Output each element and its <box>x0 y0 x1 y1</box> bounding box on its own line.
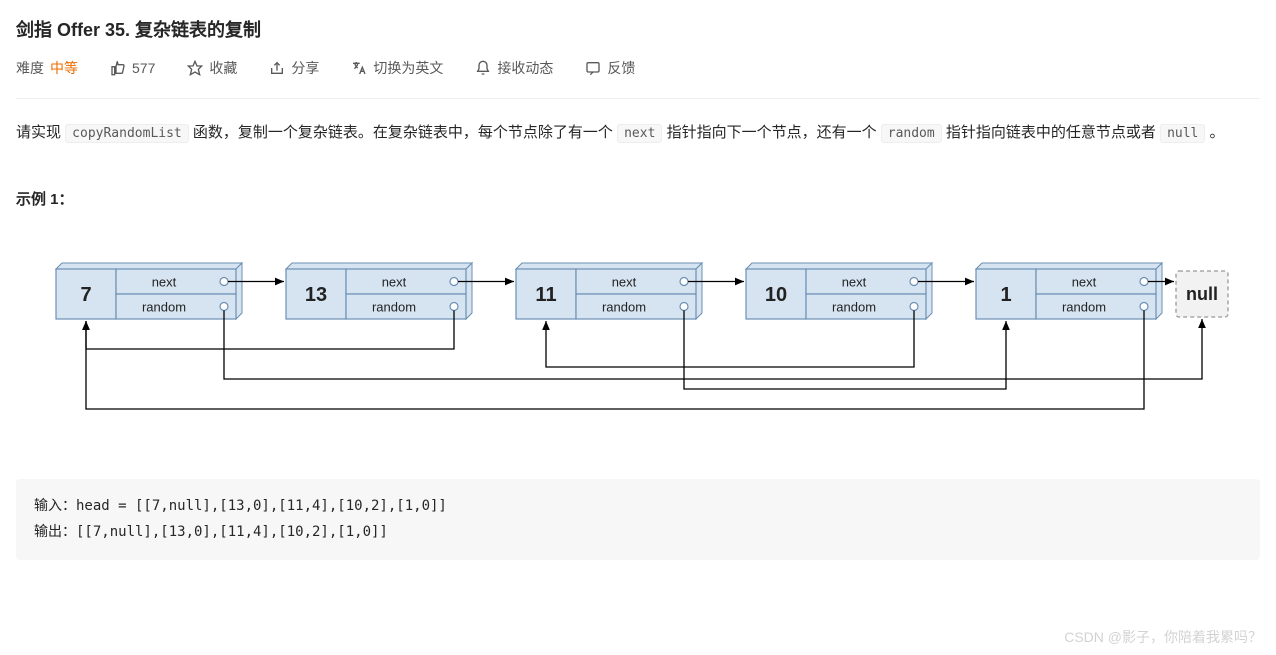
feedback-label: 反馈 <box>607 58 635 78</box>
svg-text:next: next <box>1072 274 1097 289</box>
desc-text: 指针指向链表中的任意节点或者 <box>942 124 1160 141</box>
favorite-label: 收藏 <box>209 58 237 78</box>
code-line: 输出：[[7,null],[13,0],[11,4],[10,2],[1,0]] <box>34 524 388 540</box>
code-inline: copyRandomList <box>65 124 189 143</box>
svg-text:random: random <box>142 299 186 314</box>
svg-text:11: 11 <box>535 284 556 306</box>
desc-text: 指针指向下一个节点，还有一个 <box>662 124 880 141</box>
watermark: CSDN @影子，你陪着我累吗？ <box>1064 627 1262 647</box>
share-button[interactable]: 分享 <box>269 58 319 78</box>
subscribe-button[interactable]: 接收动态 <box>475 58 553 78</box>
svg-text:random: random <box>1062 299 1106 314</box>
svg-text:random: random <box>372 299 416 314</box>
desc-text: 请实现 <box>16 124 65 141</box>
favorite-button[interactable]: 收藏 <box>187 58 237 78</box>
share-label: 分享 <box>291 58 319 78</box>
difficulty-value: 中等 <box>50 58 78 78</box>
svg-text:next: next <box>152 274 177 289</box>
meta-row: 难度 中等 577 收藏 分享 切换为英文 接收动态 反馈 <box>16 58 1260 78</box>
share-icon <box>269 60 285 76</box>
svg-text:null: null <box>1186 284 1218 304</box>
svg-text:random: random <box>602 299 646 314</box>
example-label: 示例 1： <box>16 188 1260 209</box>
svg-text:10: 10 <box>765 284 787 306</box>
bell-icon <box>475 60 491 76</box>
svg-text:13: 13 <box>305 284 327 306</box>
desc-text: 。 <box>1205 124 1224 141</box>
star-icon <box>187 60 203 76</box>
svg-text:random: random <box>832 299 876 314</box>
difficulty-label: 难度 <box>16 58 44 78</box>
example-code-block: 输入：head = [[7,null],[13,0],[11,4],[10,2]… <box>16 479 1260 560</box>
problem-description: 请实现 copyRandomList 函数，复制一个复杂链表。在复杂链表中，每个… <box>16 119 1260 148</box>
svg-text:next: next <box>612 274 637 289</box>
like-count: 577 <box>132 60 155 76</box>
thumbs-up-icon <box>110 60 126 76</box>
switch-lang-label: 切换为英文 <box>373 58 443 78</box>
feedback-icon <box>585 60 601 76</box>
code-inline: null <box>1160 124 1205 143</box>
code-line: 输入：head = [[7,null],[13,0],[11,4],[10,2]… <box>34 498 447 514</box>
translate-icon <box>351 60 367 76</box>
svg-text:next: next <box>382 274 407 289</box>
difficulty: 难度 中等 <box>16 58 78 78</box>
like-button[interactable]: 577 <box>110 60 155 76</box>
page-title: 剑指 Offer 35. 复杂链表的复制 <box>16 16 1260 42</box>
desc-text: 函数，复制一个复杂链表。在复杂链表中，每个节点除了有一个 <box>189 124 617 141</box>
subscribe-label: 接收动态 <box>497 58 553 78</box>
code-inline: random <box>881 124 942 143</box>
linked-list-diagram: 7 next random 13 next random 11 next random 10 nex… <box>16 239 1236 439</box>
code-inline: next <box>617 124 662 143</box>
switch-lang-button[interactable]: 切换为英文 <box>351 58 443 78</box>
divider <box>16 98 1260 99</box>
svg-text:next: next <box>842 274 867 289</box>
feedback-button[interactable]: 反馈 <box>585 58 635 78</box>
svg-text:7: 7 <box>80 284 91 306</box>
svg-text:1: 1 <box>1000 284 1011 306</box>
